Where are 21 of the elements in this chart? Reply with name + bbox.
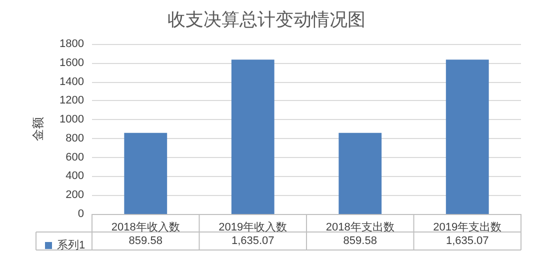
data-label: 859.58 <box>128 235 162 247</box>
x-tick-label: 2019年收入数 <box>218 220 288 234</box>
data-label: 1,635.07 <box>446 235 489 247</box>
chart-title: 收支决算总计变动情况图 <box>168 10 366 30</box>
y-tick-label: 800 <box>66 132 84 144</box>
x-tick-label: 2018年收入数 <box>111 220 180 234</box>
legend-label: 系列1 <box>57 238 86 252</box>
y-tick-label: 1000 <box>60 114 84 126</box>
y-tick-label: 600 <box>66 151 84 164</box>
x-tick-label: 2019年支出数 <box>433 220 502 234</box>
y-tick-label: 1800 <box>60 38 84 50</box>
y-tick-label: 1600 <box>60 56 84 69</box>
y-tick-label: 200 <box>66 189 84 202</box>
y-tick-label: 400 <box>66 170 84 182</box>
y-axis-title: 金额 <box>31 117 45 141</box>
data-label: 1,635.07 <box>231 235 274 247</box>
x-tick-label: 2018年支出数 <box>326 220 394 234</box>
y-tick-label: 0 <box>78 208 84 220</box>
y-tick-label: 1200 <box>60 94 84 107</box>
y-tick-label: 1400 <box>60 76 84 88</box>
data-label: 859.58 <box>343 235 377 247</box>
